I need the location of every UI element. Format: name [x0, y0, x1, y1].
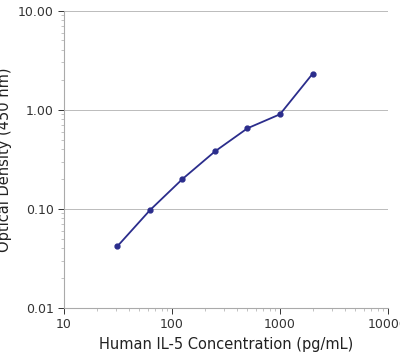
- X-axis label: Human IL-5 Concentration (pg/mL): Human IL-5 Concentration (pg/mL): [99, 337, 353, 352]
- Y-axis label: Optical Density (450 nm): Optical Density (450 nm): [0, 67, 12, 252]
